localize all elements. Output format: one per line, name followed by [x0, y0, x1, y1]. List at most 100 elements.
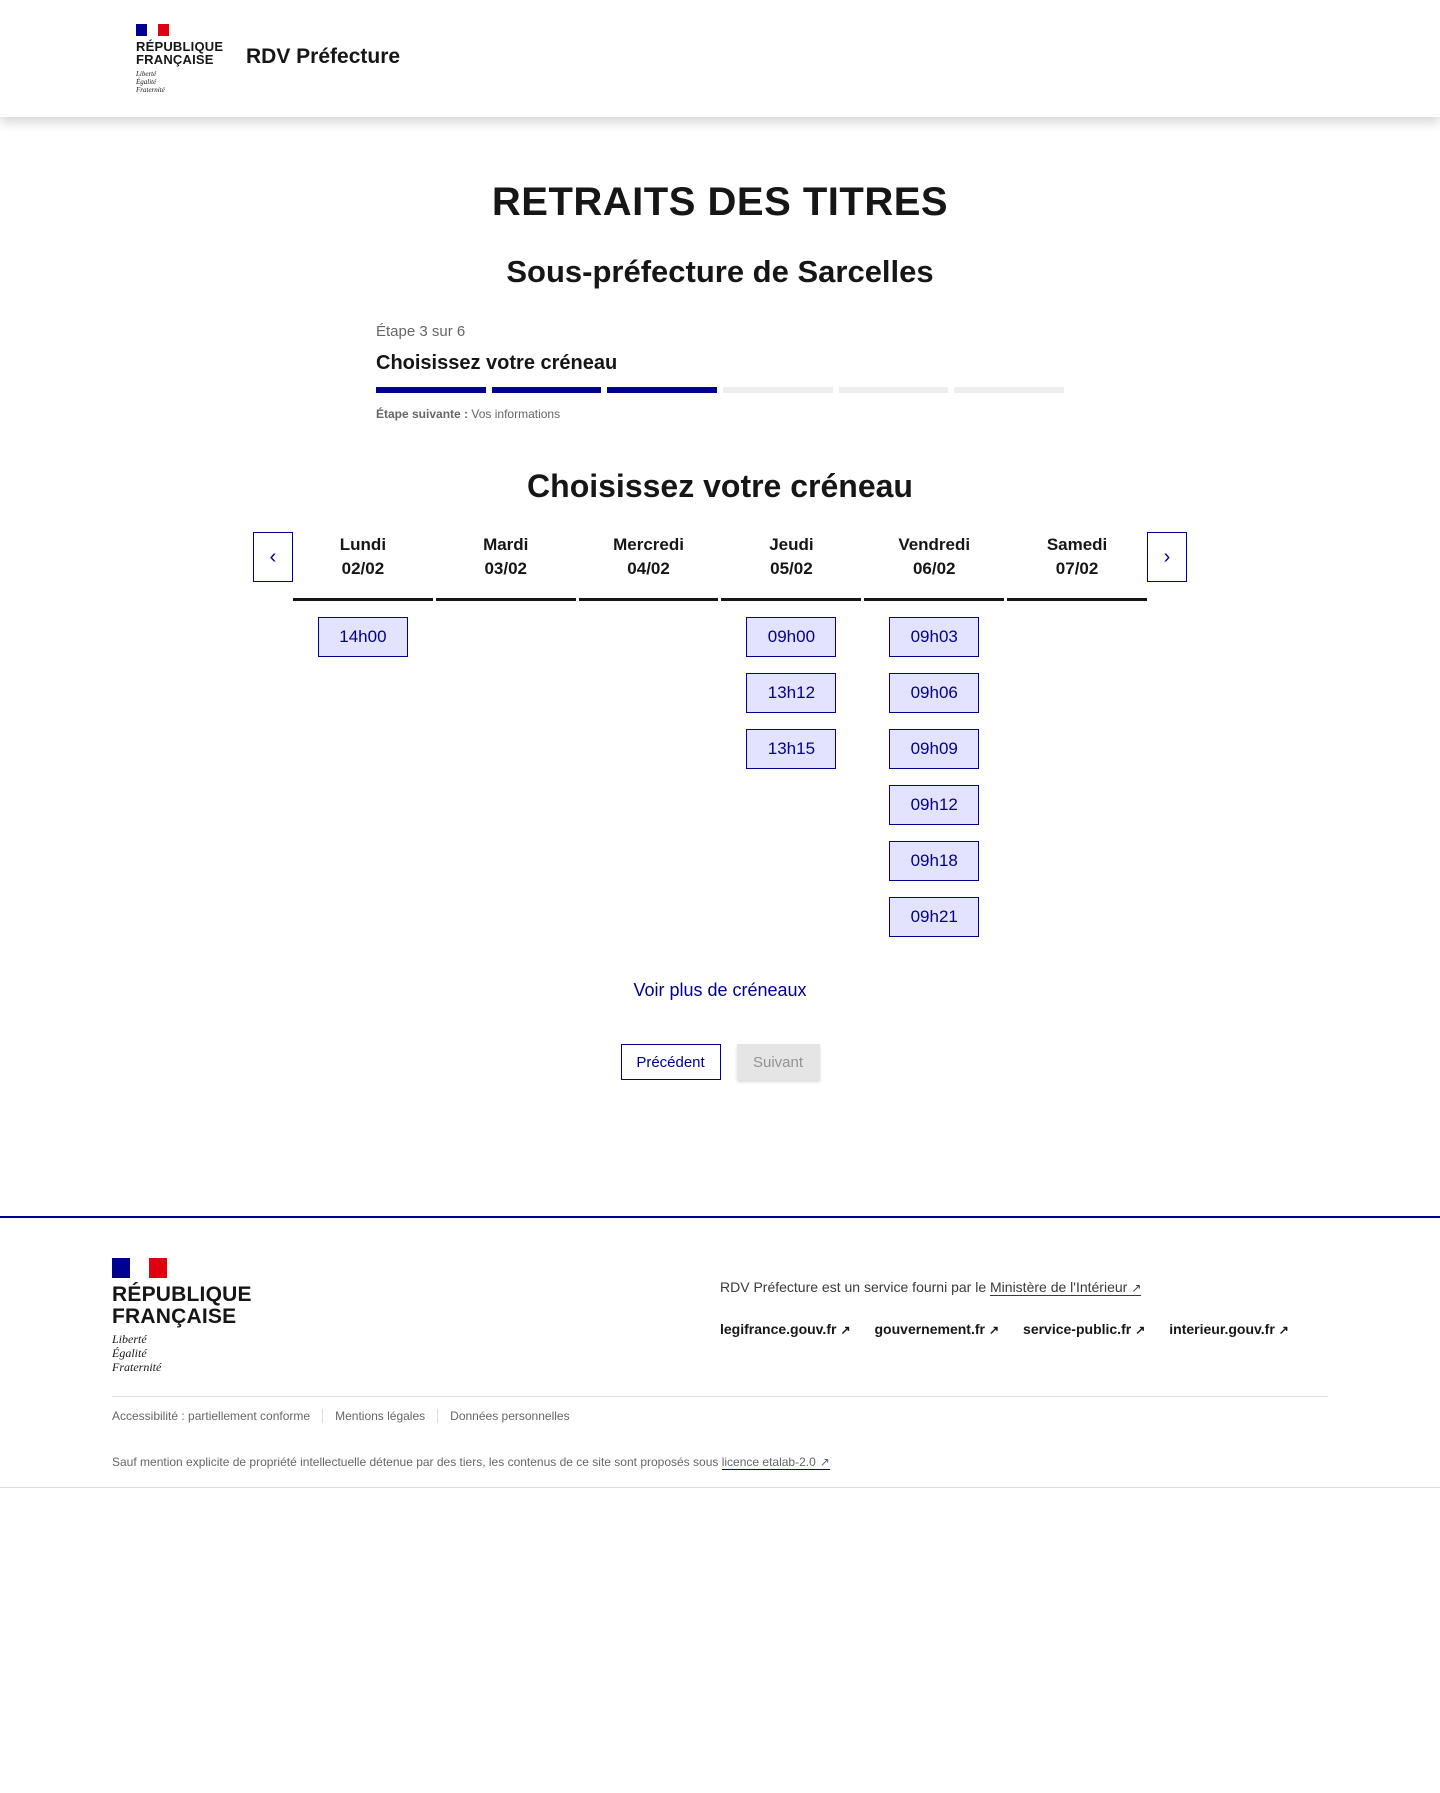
license-link[interactable]: licence etalab-2.0 ↗ — [721, 1455, 830, 1470]
external-link-icon: ↗ — [1131, 1281, 1142, 1295]
time-slot-button[interactable]: 14h00 — [317, 617, 408, 657]
time-slot-button[interactable]: 09h03 — [889, 617, 980, 657]
step-bar — [838, 387, 949, 393]
day-column: Lundi 02/02 14h00 — [293, 532, 433, 937]
next-button[interactable]: Suivant — [736, 1044, 820, 1080]
external-link-icon: ↗ — [1135, 1323, 1146, 1337]
personal-data-link[interactable]: Données personnelles — [437, 1409, 581, 1423]
logo-text: RÉPUBLIQUE — [136, 39, 224, 54]
step-bar — [491, 387, 602, 393]
day-header: Jeudi 05/02 — [721, 532, 862, 601]
time-slot-button[interactable]: 09h18 — [889, 841, 980, 881]
day-name: Lundi — [339, 535, 387, 554]
logo-text: FRANÇAISE — [136, 52, 214, 67]
link-label: legifrance.gouv.fr — [720, 1321, 837, 1337]
day-date: 03/02 — [484, 559, 528, 578]
external-link-icon: ↗ — [840, 1323, 851, 1337]
site-footer: RÉPUBLIQUE FRANÇAISE Liberté Égalité Frater… — [0, 1216, 1440, 1488]
link-label: gouvernement.fr — [874, 1321, 985, 1337]
footer-desc-text: RDV Préfecture est un service fourni par… — [720, 1279, 987, 1295]
time-slot-button[interactable]: 09h12 — [889, 785, 980, 825]
chevron-left-icon: ‹ — [269, 545, 277, 568]
day-column: Mardi 03/02 — [435, 532, 576, 937]
footer-divider — [112, 1396, 1328, 1397]
ministere-link[interactable]: Ministère de l'Intérieur ↗ — [990, 1279, 1142, 1296]
day-date: 02/02 — [341, 559, 385, 578]
day-column: Samedi 07/02 — [1007, 532, 1147, 937]
more-slots-link[interactable]: Voir plus de créneaux — [633, 980, 807, 1000]
footer-link-interieur[interactable]: interieur.gouv.fr ↗ — [1169, 1321, 1289, 1337]
external-link-icon: ↗ — [988, 1323, 1000, 1337]
step-count: Étape 3 sur 6 — [376, 323, 466, 340]
motto: Fraternité — [136, 86, 165, 94]
flag-icon — [112, 1258, 167, 1278]
step-bar — [376, 387, 486, 393]
footer-description: RDV Préfecture est un service fourni par… — [720, 1279, 1142, 1296]
page-subtitle: Sous-préfecture de Sarcelles — [506, 254, 934, 289]
day-column: Jeudi 05/02 09h00 13h12 13h15 — [721, 532, 862, 937]
time-slot-button[interactable]: 13h15 — [746, 729, 837, 769]
ministere-link-label: Ministère de l'Intérieur — [990, 1279, 1128, 1295]
day-header: Samedi 07/02 — [1007, 532, 1147, 601]
day-date: 06/02 — [912, 559, 956, 578]
license-text: Sauf mention explicite de propriété inte… — [112, 1455, 719, 1469]
link-label: interieur.gouv.fr — [1169, 1321, 1275, 1337]
next-step-label: Étape suivante : — [376, 407, 469, 421]
time-slot-button[interactable]: 09h09 — [889, 729, 980, 769]
day-header: Mercredi 04/02 — [578, 532, 719, 601]
service-name[interactable]: RDV Préfecture — [246, 45, 401, 68]
republique-francaise-logo[interactable]: RÉPUBLIQUE FRANÇAISE Liberté Égalité Frater… — [136, 24, 223, 94]
license-link-label: licence etalab-2.0 — [721, 1455, 816, 1469]
day-date: 04/02 — [627, 559, 670, 578]
external-link-icon: ↗ — [819, 1455, 830, 1469]
step-title: Choisissez votre créneau — [376, 352, 618, 374]
next-step: Étape suivante : Vos informations — [376, 407, 1064, 421]
license-notice: Sauf mention explicite de propriété inte… — [112, 1455, 830, 1470]
step-progress — [376, 387, 1065, 393]
step-bar — [954, 387, 1065, 393]
page-title: RETRAITS DES TITRES — [491, 180, 949, 224]
footer-link-legifrance[interactable]: legifrance.gouv.fr ↗ — [720, 1321, 851, 1337]
day-column: Vendredi 06/02 09h03 09h06 09h09 09h12 09h18 09… — [864, 532, 1005, 937]
stepper: Étape 3 sur 6 Choisissez votre créneau É… — [376, 323, 1065, 421]
previous-button[interactable]: Précédent — [620, 1044, 721, 1080]
day-name: Mardi — [483, 535, 529, 554]
time-slot-button[interactable]: 09h06 — [889, 673, 980, 713]
time-slot-button[interactable]: 13h12 — [746, 673, 837, 713]
footer-logo[interactable]: RÉPUBLIQUE FRANÇAISE Liberté Égalité Frater… — [112, 1258, 252, 1374]
chevron-right-icon: › — [1163, 545, 1171, 568]
external-link-icon: ↗ — [1278, 1323, 1289, 1337]
flag-icon — [136, 24, 169, 36]
next-step-value: Vos informations — [471, 407, 561, 421]
footer-link-service-public[interactable]: service-public.fr ↗ — [1023, 1321, 1145, 1337]
accessibility-link[interactable]: Accessibilité : partiellement conforme — [112, 1409, 311, 1423]
step-bar — [723, 387, 833, 393]
calendar-heading: Choisissez votre créneau — [527, 468, 913, 504]
motto: Fraternité — [112, 1360, 162, 1374]
motto: Égalité — [112, 1346, 147, 1360]
motto: Liberté — [136, 70, 157, 78]
link-label: service-public.fr — [1023, 1321, 1132, 1337]
day-name: Jeudi — [769, 535, 814, 554]
logo-text: FRANÇAISE — [112, 1305, 237, 1328]
next-week-button[interactable]: › — [1147, 532, 1187, 582]
previous-week-button[interactable]: ‹ — [253, 532, 293, 582]
site-header: RÉPUBLIQUE FRANÇAISE Liberté Égalité Frater… — [0, 0, 1440, 117]
day-date: 07/02 — [1055, 559, 1099, 578]
day-header: Lundi 02/02 — [293, 532, 433, 601]
day-header: Mardi 03/02 — [435, 532, 576, 601]
logo-text: RÉPUBLIQUE — [112, 1283, 252, 1306]
step-bar — [607, 387, 718, 393]
day-name: Samedi — [1046, 535, 1108, 554]
motto: Égalité — [136, 78, 157, 86]
motto: Liberté — [112, 1332, 147, 1346]
footer-link-gouvernement[interactable]: gouvernement.fr ↗ — [875, 1321, 1000, 1337]
legal-mentions-link[interactable]: Mentions légales — [322, 1409, 437, 1423]
day-name: Mercredi — [613, 535, 684, 554]
time-slot-button[interactable]: 09h00 — [746, 617, 837, 657]
day-column: Mercredi 04/02 — [578, 532, 719, 937]
day-name: Vendredi — [898, 535, 971, 554]
day-header: Vendredi 06/02 — [864, 532, 1005, 601]
time-slot-button[interactable]: 09h21 — [889, 897, 980, 937]
day-date: 05/02 — [770, 559, 813, 578]
